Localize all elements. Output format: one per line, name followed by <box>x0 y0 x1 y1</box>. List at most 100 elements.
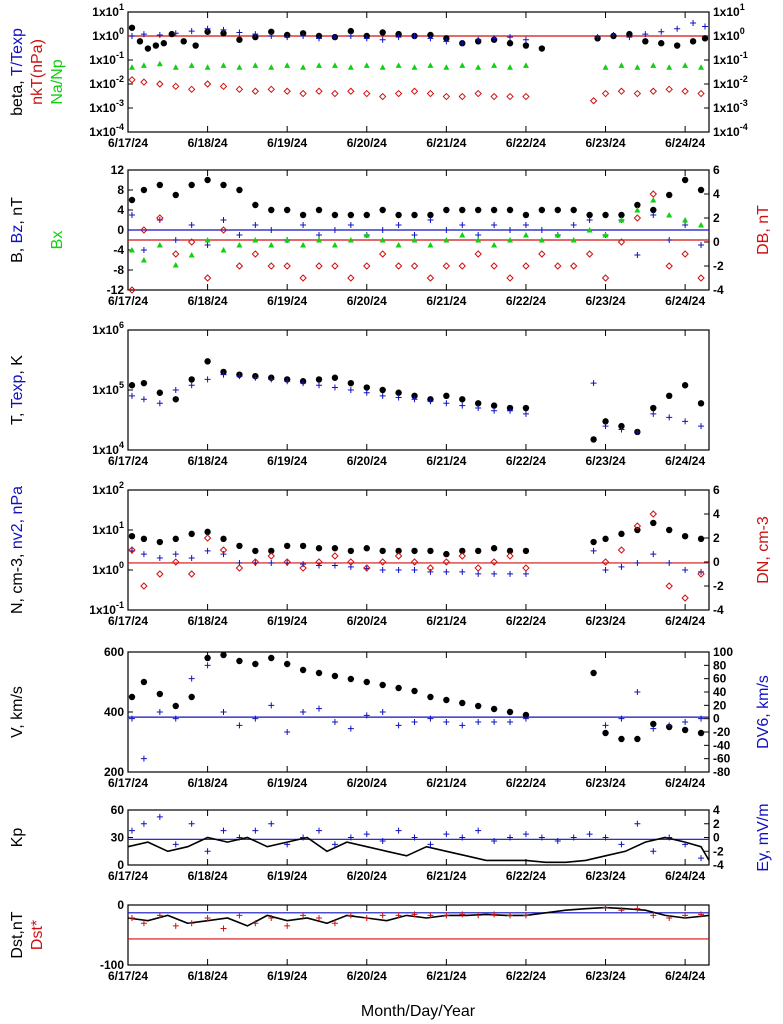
data-point-plus <box>395 567 402 573</box>
data-point-dot <box>666 191 673 199</box>
y-tick-label-right: 6 <box>713 163 720 177</box>
data-point-diamond <box>251 558 260 566</box>
data-point-dot <box>331 672 339 680</box>
data-point-triangle <box>156 242 163 248</box>
data-point-plus <box>220 371 227 378</box>
data-point-diamond <box>649 87 657 95</box>
data-point-diamond <box>363 89 371 98</box>
data-point-dot <box>363 211 370 219</box>
y-tick-label: 1x106 <box>92 320 124 337</box>
data-point-diamond <box>267 85 275 94</box>
data-point-plus <box>602 722 609 729</box>
data-point-dot <box>459 699 466 707</box>
data-point-dot <box>522 711 530 719</box>
data-point-plus <box>379 567 386 573</box>
data-point-plus <box>522 831 529 838</box>
date-label: 6/22/24 <box>506 614 546 628</box>
data-point-plus <box>252 31 259 38</box>
data-point-dot <box>590 538 597 546</box>
data-point-dot <box>642 38 649 45</box>
y-tick-label-right: 1x10-1 <box>713 50 748 67</box>
data-point-diamond <box>331 552 339 560</box>
data-point-diamond <box>331 262 339 270</box>
x-axis-title: Month/Day/Year <box>361 1003 476 1020</box>
data-point-dot <box>618 422 625 430</box>
data-point-dot <box>506 708 514 716</box>
date-label: 6/20/24 <box>347 614 387 628</box>
data-point-plus <box>128 392 135 399</box>
data-point-diamond <box>156 80 164 88</box>
data-point-diamond <box>378 250 387 258</box>
data-point-plus <box>682 567 689 573</box>
data-point-plus <box>331 719 338 725</box>
data-point-dot <box>602 535 609 543</box>
data-point-plus <box>379 912 386 919</box>
data-point-plus <box>491 222 498 228</box>
data-point-triangle <box>316 62 323 68</box>
data-point-plus <box>268 227 275 233</box>
series-blue <box>128 547 705 577</box>
data-point-plus <box>411 567 418 573</box>
data-point-plus <box>395 912 402 919</box>
data-point-plus <box>379 392 386 399</box>
data-point-triangle <box>156 60 163 67</box>
data-point-plus <box>666 414 673 421</box>
panel-frame <box>127 651 710 773</box>
date-label: 6/19/24 <box>267 136 307 150</box>
data-point-plus <box>268 820 275 827</box>
data-point-triangle <box>682 62 689 68</box>
data-point-dot <box>427 547 434 555</box>
date-label: 6/24/24 <box>665 614 705 628</box>
date-label: 6/21/24 <box>426 614 466 628</box>
data-point-dot <box>363 678 370 686</box>
data-point-diamond <box>251 250 260 258</box>
data-point-plus <box>459 911 466 918</box>
data-point-plus <box>188 675 195 682</box>
data-point-dot <box>128 532 136 540</box>
data-point-triangle <box>522 232 529 238</box>
data-point-dot <box>160 40 168 47</box>
date-label: 6/18/24 <box>188 969 228 983</box>
data-point-dot <box>347 547 355 555</box>
y-tick-label-right: 20 <box>713 698 727 712</box>
data-point-dot <box>268 547 275 555</box>
data-point-triangle <box>331 62 338 68</box>
data-point-diamond <box>681 250 689 258</box>
data-point-dot <box>172 396 179 403</box>
data-point-plus <box>634 820 641 827</box>
data-point-plus <box>204 662 211 669</box>
data-point-plus <box>698 855 705 862</box>
data-point-plus <box>491 407 498 414</box>
data-point-dot <box>681 176 689 184</box>
data-point-dot <box>331 545 339 552</box>
y-tick-label-right: 4 <box>713 187 720 201</box>
y-tick-label-right: -20 <box>713 725 731 739</box>
data-point-diamond <box>426 564 435 572</box>
data-point-dot <box>411 687 418 695</box>
y-axis-label: N, cm-3, nv2, nPa <box>9 486 26 614</box>
y-tick-label-right: -4 <box>713 858 724 872</box>
data-point-plus <box>634 689 641 695</box>
y-axis-label: beta, T/Texp <box>9 28 26 116</box>
data-point-plus <box>459 402 466 409</box>
data-point-plus <box>156 554 163 561</box>
date-label: 6/24/24 <box>665 454 705 468</box>
y-tick-label: -12 <box>107 283 125 297</box>
data-point-diamond <box>267 552 275 560</box>
data-point-dot <box>490 545 498 552</box>
data-point-plus <box>626 34 633 41</box>
data-point-dot <box>506 547 514 555</box>
data-point-plus <box>507 227 514 233</box>
data-point-diamond <box>538 250 546 258</box>
data-point-dot <box>299 666 307 674</box>
data-point-diamond <box>426 274 435 282</box>
data-point-plus <box>634 252 641 258</box>
data-point-plus <box>698 911 705 918</box>
data-point-plus <box>363 831 370 838</box>
data-point-dot <box>379 681 386 689</box>
data-point-plus <box>331 384 338 391</box>
data-point-plus <box>682 719 689 725</box>
date-label: 6/22/24 <box>506 136 546 150</box>
data-point-diamond <box>426 89 435 98</box>
data-point-plus <box>156 32 163 39</box>
